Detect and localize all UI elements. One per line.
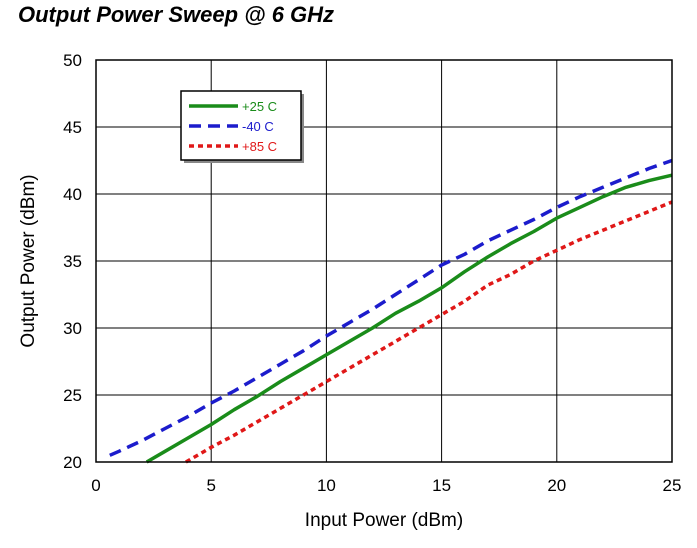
chart-title: Output Power Sweep @ 6 GHz: [18, 2, 335, 27]
y-tick-label: 25: [63, 386, 82, 405]
y-axis-label: Output Power (dBm): [18, 174, 39, 347]
x-axis-label: Input Power (dBm): [305, 510, 463, 531]
plot-frame: [95, 59, 673, 463]
x-tick-label: 5: [206, 476, 215, 495]
series-line-85c: [185, 200, 673, 464]
grid: [95, 59, 673, 463]
y-tick-label: 20: [63, 453, 82, 472]
series-lines: [109, 158, 673, 464]
tick-labels: 0 5 10 15 20 25 20 25 30 35 40 45 50: [63, 51, 681, 495]
x-tick-label: 0: [91, 476, 100, 495]
y-tick-label: 35: [63, 252, 82, 271]
legend-label: +85 C: [242, 139, 277, 154]
legend: +25 C -40 C +85 C: [180, 90, 304, 163]
x-tick-label: 10: [317, 476, 336, 495]
x-tick-label: 25: [663, 476, 682, 495]
y-tick-label: 45: [63, 118, 82, 137]
series-line-25c: [145, 173, 673, 464]
y-tick-label: 50: [63, 51, 82, 70]
legend-label: -40 C: [242, 119, 274, 134]
legend-label: +25 C: [242, 99, 277, 114]
y-tick-label: 30: [63, 319, 82, 338]
x-tick-label: 20: [547, 476, 566, 495]
y-tick-label: 40: [63, 185, 82, 204]
x-tick-label: 15: [432, 476, 451, 495]
series-line-40c: [109, 158, 673, 457]
